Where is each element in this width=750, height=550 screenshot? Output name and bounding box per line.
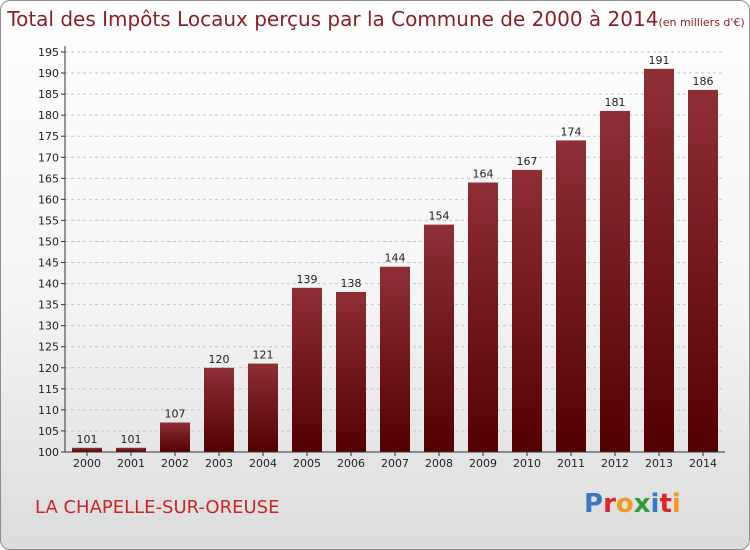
data-label-2011: 174 (561, 125, 582, 138)
data-label-2000: 101 (77, 433, 98, 446)
data-label-2013: 191 (649, 54, 670, 67)
logo-letter: t (659, 489, 672, 519)
logo-letter: o (615, 489, 634, 519)
x-tick-label: 2012 (601, 457, 629, 470)
x-tick-label: 2001 (117, 457, 145, 470)
commune-name: LA CHAPELLE-SUR-OREUSE (35, 497, 280, 518)
bar-2000 (72, 447, 102, 452)
data-label-2008: 154 (429, 210, 450, 223)
x-tick-label: 2007 (381, 457, 409, 470)
y-tick-label: 100 (38, 446, 59, 459)
y-tick-label: 115 (38, 383, 59, 396)
logo-letter: i (650, 489, 660, 519)
chart-title-text: Total des Impôts Locaux perçus par la Co… (7, 7, 659, 31)
bar-2006 (336, 292, 366, 452)
bar-2009 (468, 182, 498, 453)
data-label-2003: 120 (209, 353, 230, 366)
bar-2012 (600, 110, 630, 453)
data-label-2004: 121 (253, 349, 274, 362)
bar-2005 (292, 287, 322, 452)
y-tick-label: 120 (38, 362, 59, 375)
x-tick-label: 2004 (249, 457, 277, 470)
y-tick-label: 195 (38, 46, 59, 59)
y-tick-label: 110 (38, 404, 59, 417)
data-label-2002: 107 (165, 408, 186, 421)
logo-letter: r (603, 489, 616, 519)
data-label-2001: 101 (121, 433, 142, 446)
y-tick-label: 145 (38, 257, 59, 270)
x-tick-label: 2009 (469, 457, 497, 470)
x-tick-label: 2008 (425, 457, 453, 470)
data-label-2010: 167 (517, 155, 538, 168)
y-tick-label: 185 (38, 88, 59, 101)
data-label-2007: 144 (385, 252, 406, 265)
logo-letter: i (671, 489, 681, 519)
x-tick-label: 2011 (557, 457, 585, 470)
x-tick-label: 2013 (645, 457, 673, 470)
chart-title: Total des Impôts Locaux perçus par la Co… (1, 7, 749, 31)
bar-2004 (248, 363, 278, 452)
x-tick-label: 2003 (205, 457, 233, 470)
y-tick-label: 140 (38, 278, 59, 291)
y-tick-label: 105 (38, 425, 59, 438)
y-tick-label: 170 (38, 151, 59, 164)
axes (61, 46, 725, 456)
proxiti-logo: Proxiti (584, 489, 681, 519)
y-tick-label: 150 (38, 235, 59, 248)
y-tick-label: 135 (38, 299, 59, 312)
bar-2002 (160, 422, 190, 452)
bar-2008 (424, 224, 454, 452)
y-tick-label: 190 (38, 67, 59, 80)
x-tick-label: 2000 (73, 457, 101, 470)
bar-2013 (644, 68, 674, 452)
y-tick-label: 160 (38, 193, 59, 206)
bar-2003 (204, 367, 234, 452)
bar-2014 (688, 89, 718, 452)
bar-2010 (512, 169, 542, 453)
labels: 100 105 110 115 120 125 130 135 140 145 150 155 160 1… (38, 46, 717, 470)
x-tick-label: 2002 (161, 457, 189, 470)
data-label-2009: 164 (473, 168, 494, 181)
bar-2001 (116, 447, 146, 452)
x-tick-label: 2005 (293, 457, 321, 470)
y-tick-label: 175 (38, 130, 59, 143)
x-tick-label: 2010 (513, 457, 541, 470)
data-label-2005: 139 (297, 273, 318, 286)
y-tick-label: 155 (38, 214, 59, 227)
x-tick-label: 2014 (689, 457, 717, 470)
y-tick-label: 165 (38, 172, 59, 185)
bar-2011 (556, 140, 586, 452)
logo-letter: P (584, 489, 604, 519)
chart-unit-label: (en milliers d'€) (658, 16, 745, 29)
bar-2007 (380, 266, 410, 452)
x-tick-label: 2006 (337, 457, 365, 470)
y-tick-label: 130 (38, 320, 59, 333)
y-tick-label: 125 (38, 341, 59, 354)
bars (72, 68, 718, 453)
y-tick-label: 180 (38, 109, 59, 122)
logo-letter: x (633, 489, 651, 519)
data-label-2014: 186 (693, 75, 714, 88)
data-label-2006: 138 (341, 277, 362, 290)
data-label-2012: 181 (605, 96, 626, 109)
